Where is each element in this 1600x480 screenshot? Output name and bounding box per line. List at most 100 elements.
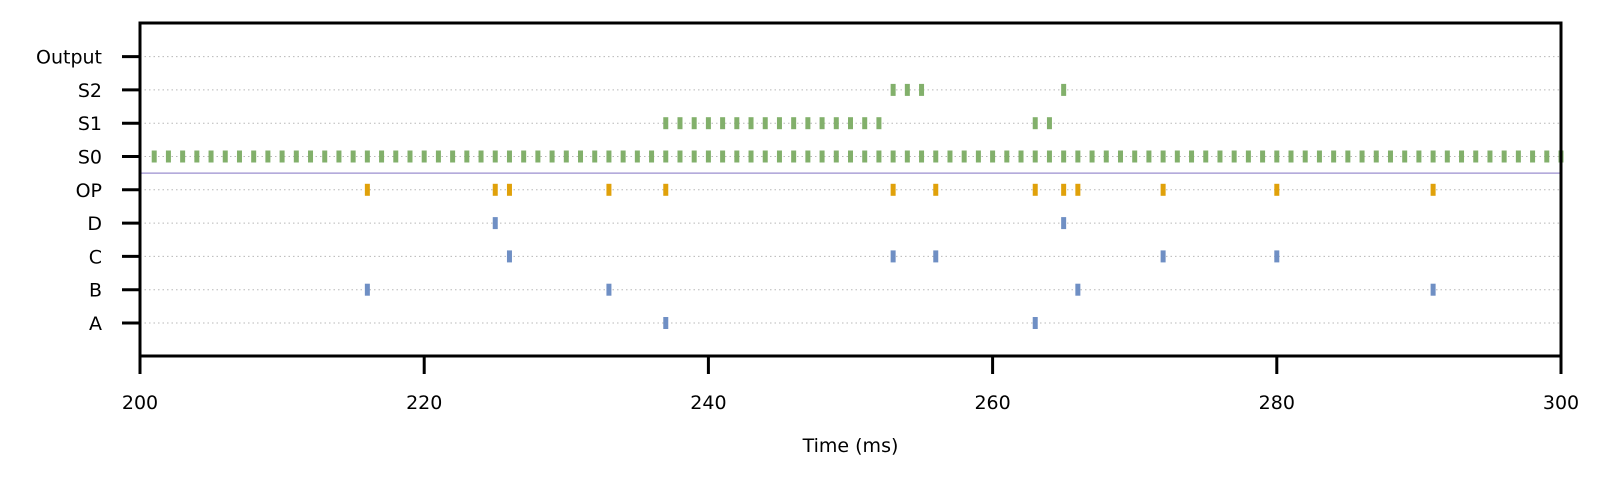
x-tick-label: 220 <box>406 392 442 414</box>
spike-s1 <box>734 117 740 130</box>
spike-s0 <box>1359 150 1365 163</box>
spike-s0 <box>776 150 782 163</box>
spike-s0 <box>1089 150 1095 163</box>
spike-s0 <box>1117 150 1123 163</box>
spike-b <box>1430 283 1436 296</box>
spike-s0 <box>1032 150 1038 163</box>
spike-s0 <box>663 150 669 163</box>
x-tick-label: 260 <box>974 392 1010 414</box>
spike-s0 <box>407 150 413 163</box>
spike-s0 <box>1160 150 1166 163</box>
x-tick-label: 200 <box>122 392 158 414</box>
spike-op <box>663 183 669 196</box>
spike-s0 <box>521 150 527 163</box>
spike-s0 <box>1331 150 1337 163</box>
spike-s0 <box>478 150 484 163</box>
y-tick-label: S2 <box>78 80 102 102</box>
y-tick-label: S0 <box>78 147 102 169</box>
spike-s0 <box>492 150 498 163</box>
spike-op <box>890 183 896 196</box>
spike-s0 <box>421 150 427 163</box>
spike-s0 <box>1288 150 1294 163</box>
spike-s1 <box>876 117 882 130</box>
spike-s0 <box>1274 150 1280 163</box>
spike-s2 <box>1061 83 1067 96</box>
spike-s0 <box>677 150 683 163</box>
spike-s0 <box>890 150 896 163</box>
spike-s0 <box>592 150 598 163</box>
spike-s0 <box>1387 150 1393 163</box>
spike-s0 <box>1544 150 1550 163</box>
spike-s1 <box>748 117 754 130</box>
spike-s0 <box>1530 150 1536 163</box>
spike-b <box>364 283 370 296</box>
spike-s0 <box>1459 150 1465 163</box>
x-axis: 200 220 240 260 280 300 <box>122 356 1579 414</box>
spike-op <box>1160 183 1166 196</box>
spike-op <box>1430 183 1436 196</box>
spike-s1 <box>1032 117 1038 130</box>
spike-op <box>606 183 612 196</box>
y-tick-label: S1 <box>78 113 102 135</box>
spike-s0 <box>563 150 569 163</box>
spike-c <box>1274 250 1280 263</box>
spike-s1 <box>663 117 669 130</box>
spike-s0 <box>1004 150 1010 163</box>
spike-s0 <box>805 150 811 163</box>
spike-s0 <box>961 150 967 163</box>
spike-op <box>364 183 370 196</box>
spike-s0 <box>919 150 925 163</box>
spike-s0 <box>1373 150 1379 163</box>
spike-b <box>1075 283 1081 296</box>
spike-s1 <box>691 117 697 130</box>
spike-s0 <box>762 150 768 163</box>
spike-s0 <box>990 150 996 163</box>
spike-s0 <box>1444 150 1450 163</box>
spike-s1 <box>762 117 768 130</box>
x-tick-label: 280 <box>1259 392 1295 414</box>
spike-s0 <box>578 150 584 163</box>
spike-s0 <box>1473 150 1479 163</box>
spike-s0 <box>1189 150 1195 163</box>
spike-d <box>1061 217 1067 230</box>
spike-s0 <box>691 150 697 163</box>
spike-c <box>890 250 896 263</box>
spike-s0 <box>1217 150 1223 163</box>
spike-s0 <box>308 150 314 163</box>
spike-s0 <box>1146 150 1152 163</box>
spike-s1 <box>720 117 726 130</box>
spike-s0 <box>279 150 285 163</box>
spike-s0 <box>1203 150 1209 163</box>
y-tick-label: D <box>87 213 102 235</box>
y-tick-label: B <box>89 280 102 302</box>
spike-s0 <box>748 150 754 163</box>
spike-s0 <box>379 150 385 163</box>
spike-s0 <box>620 150 626 163</box>
spike-s0 <box>1402 150 1408 163</box>
spike-s0 <box>1260 150 1266 163</box>
spike-s0 <box>791 150 797 163</box>
spike-s1 <box>848 117 853 130</box>
spike-s0 <box>1515 150 1521 163</box>
spike-s0 <box>1302 150 1308 163</box>
spike-a <box>1032 317 1038 329</box>
x-axis-title: Time (ms) <box>802 435 899 457</box>
y-tick-label: Output <box>36 47 102 69</box>
spike-s0 <box>1487 150 1493 163</box>
spike-s0 <box>1174 150 1180 163</box>
spike-s0 <box>634 150 640 163</box>
spike-op <box>1274 183 1280 196</box>
y-tick-label: OP <box>76 180 102 202</box>
spike-op <box>506 183 512 196</box>
spike-s0 <box>450 150 456 163</box>
spike-s0 <box>947 150 953 163</box>
spike-s2 <box>904 83 910 96</box>
spike-s0 <box>1018 150 1024 163</box>
spike-s1 <box>819 117 825 130</box>
spike-s1 <box>677 117 683 130</box>
spike-s1 <box>805 117 811 130</box>
spike-s0 <box>904 150 910 163</box>
